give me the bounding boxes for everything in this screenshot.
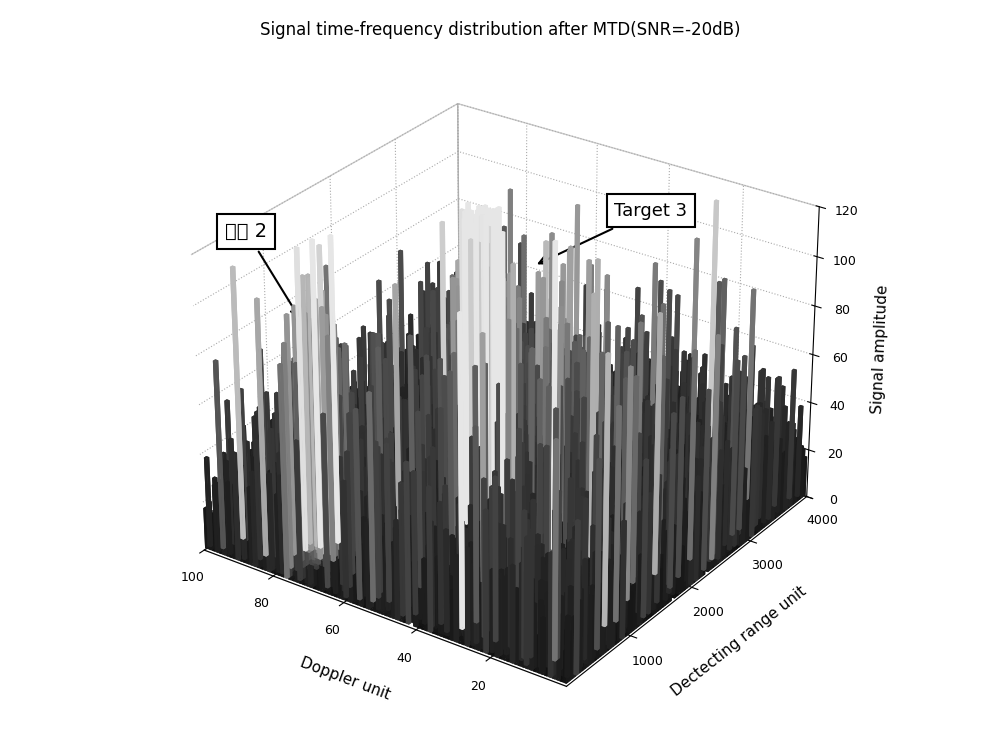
Text: 目标 2: 目标 2 [225, 221, 298, 316]
X-axis label: Doppler unit: Doppler unit [298, 654, 393, 703]
Text: Target 3: Target 3 [539, 202, 688, 264]
Y-axis label: Dectecting range unit: Dectecting range unit [669, 584, 809, 699]
Text: Target 1: Target 1 [292, 457, 413, 487]
Title: Signal time-frequency distribution after MTD(SNR=-20dB): Signal time-frequency distribution after… [260, 21, 740, 39]
